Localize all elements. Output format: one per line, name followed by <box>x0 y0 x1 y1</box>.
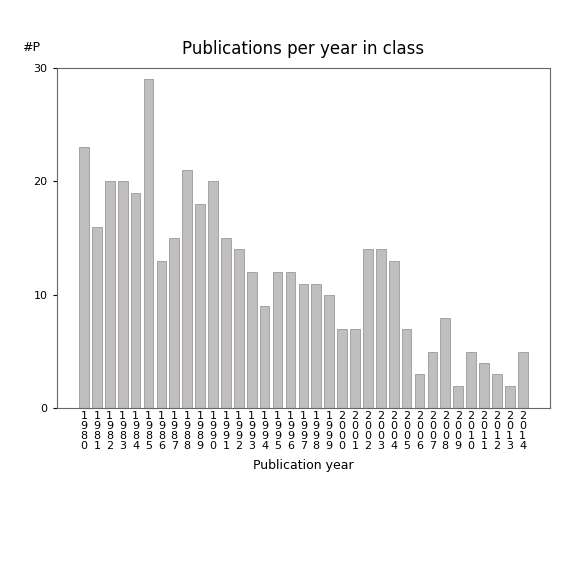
Bar <box>311 284 321 408</box>
Title: Publications per year in class: Publications per year in class <box>182 40 425 58</box>
Bar <box>376 249 386 408</box>
Bar <box>221 238 231 408</box>
Bar <box>518 352 527 408</box>
Bar <box>350 329 360 408</box>
Bar <box>389 261 399 408</box>
Bar <box>466 352 476 408</box>
Bar <box>247 272 256 408</box>
Bar <box>183 170 192 408</box>
Bar <box>118 181 128 408</box>
Bar <box>105 181 115 408</box>
Bar <box>170 238 179 408</box>
Bar <box>402 329 412 408</box>
Bar <box>143 79 153 408</box>
Bar <box>131 193 141 408</box>
X-axis label: Publication year: Publication year <box>253 459 354 472</box>
Bar <box>195 204 205 408</box>
Bar <box>505 386 515 408</box>
Bar <box>324 295 334 408</box>
Bar <box>441 318 450 408</box>
Bar <box>260 306 269 408</box>
Bar <box>428 352 437 408</box>
Text: #P: #P <box>22 41 40 54</box>
Bar <box>286 272 295 408</box>
Bar <box>363 249 373 408</box>
Bar <box>414 374 424 408</box>
Bar <box>273 272 282 408</box>
Bar <box>479 363 489 408</box>
Bar <box>79 147 89 408</box>
Bar <box>337 329 347 408</box>
Bar <box>492 374 502 408</box>
Bar <box>156 261 166 408</box>
Bar <box>454 386 463 408</box>
Bar <box>208 181 218 408</box>
Bar <box>234 249 244 408</box>
Bar <box>298 284 308 408</box>
Bar <box>92 227 101 408</box>
